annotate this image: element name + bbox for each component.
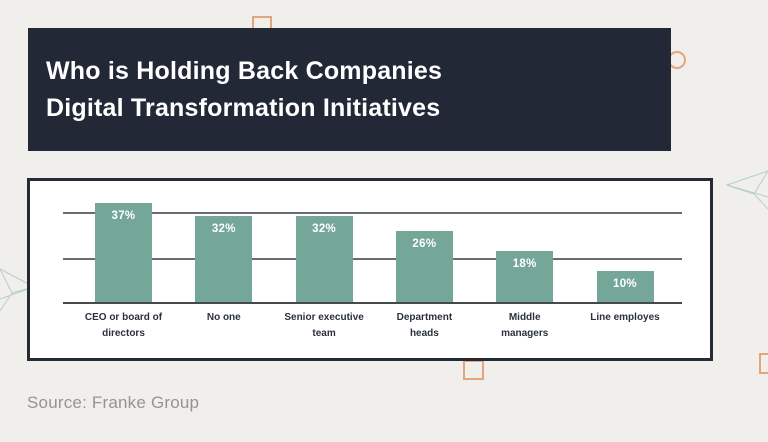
square-outline-icon: [759, 353, 768, 374]
gridline: [63, 212, 682, 214]
paper-plane-icon: [725, 170, 768, 210]
page-title-line-1: Who is Holding Back Companies: [46, 56, 443, 85]
bar-category-label: Department heads: [396, 312, 453, 339]
title-banner: Who is Holding Back Companies Digital Tr…: [28, 28, 671, 151]
bar-category-label: Middle managers: [501, 312, 549, 339]
bar: 10%: [596, 271, 654, 304]
bar: 37%: [95, 203, 152, 304]
bar-value-label: 32%: [312, 223, 337, 235]
bar: 18%: [496, 251, 554, 304]
bar-category-label: No one: [206, 312, 241, 323]
bar: 32%: [195, 216, 253, 304]
bar-category-label: CEO or board of directors: [84, 312, 163, 339]
bar-value-label: 18%: [512, 258, 537, 270]
x-axis-baseline: [63, 302, 682, 304]
page-title-line-2: Digital Transformation Initiatives: [46, 93, 441, 122]
bar: 32%: [295, 216, 353, 304]
bar-chart-plot-area: 37% 32% 32% 26% 18% 10% CEO or board of direc…: [30, 181, 710, 358]
bar-value-label: 10%: [613, 278, 637, 290]
bar: 26%: [395, 231, 453, 304]
square-outline-icon: [463, 360, 484, 380]
gridline: [63, 258, 682, 260]
bar-value-label: 37%: [111, 210, 136, 222]
bar-category-label: Senior executive team: [284, 312, 364, 339]
bar-chart-frame: 37% 32% 32% 26% 18% 10% CEO or board of direc…: [27, 178, 713, 361]
bar-value-label: 26%: [412, 238, 437, 250]
bar-value-label: 32%: [211, 223, 236, 235]
source-attribution: Source: Franke Group: [27, 393, 200, 412]
bar-category-label: Line employes: [590, 312, 660, 323]
